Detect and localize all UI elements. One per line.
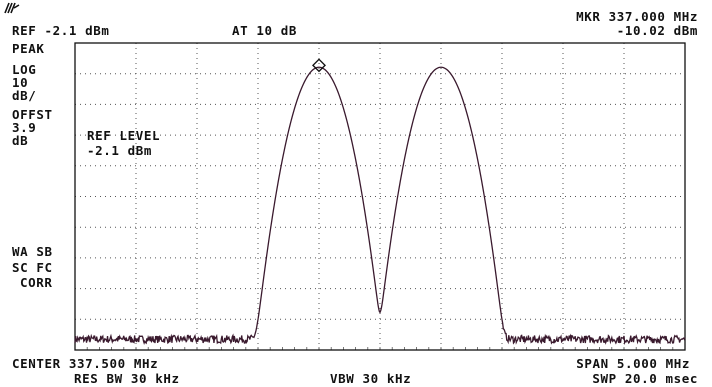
- marker-frequency-readout: MKR 337.000 MHz: [576, 10, 698, 23]
- detector-mode-label: PEAK: [12, 42, 45, 55]
- attenuation-label: AT 10 dB: [232, 24, 297, 37]
- sweep-time-label: SWP 20.0 msec: [592, 372, 698, 385]
- video-bandwidth-label: VBW 30 kHz: [330, 372, 411, 385]
- wa-sb-label: WA SB: [12, 245, 53, 258]
- graticule: [75, 43, 685, 350]
- marker-level-readout: -10.02 dBm: [617, 24, 698, 37]
- ref-level-annotation: REF LEVEL: [87, 129, 160, 142]
- center-frequency-label: CENTER 337.500 MHz: [12, 357, 158, 370]
- ref-level-label: REF -2.1 dBm: [12, 24, 110, 37]
- scale-unit-label: dB/: [12, 89, 36, 102]
- span-label: SPAN 5.000 MHz: [576, 357, 690, 370]
- resolution-bandwidth-label: RES BW 30 kHz: [74, 372, 180, 385]
- sc-fc-label: SC FC: [12, 261, 53, 274]
- offset-unit-label: dB: [12, 134, 28, 147]
- corr-label: CORR: [20, 276, 53, 289]
- ref-level-annotation-value: -2.1 dBm: [87, 144, 152, 157]
- marker-diamond: [313, 59, 325, 71]
